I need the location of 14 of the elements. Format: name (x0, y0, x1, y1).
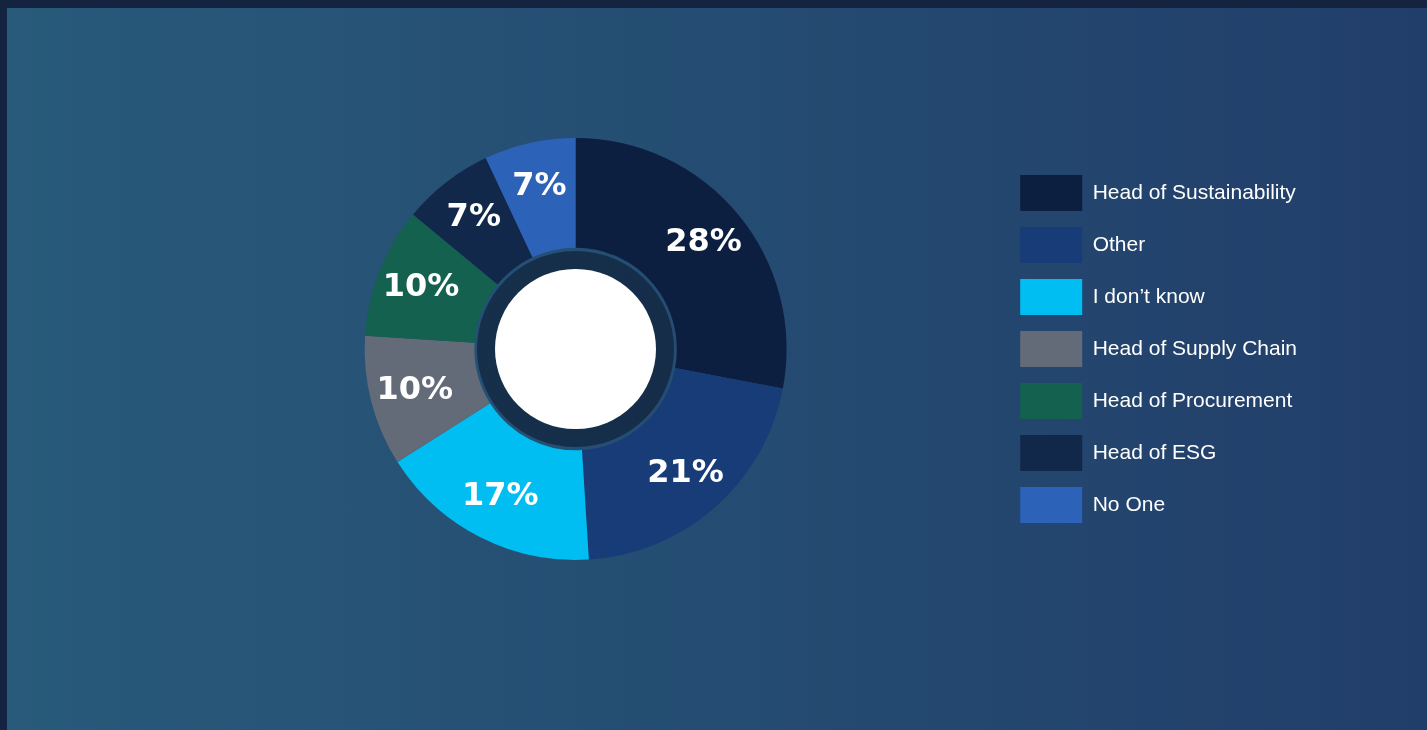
data-label: 28% (665, 221, 742, 260)
data-label: 17% (461, 475, 539, 514)
data-label: 10% (376, 368, 453, 407)
data-label: 7% (446, 196, 501, 235)
legend-label: Head of ESG (1092, 439, 1217, 463)
legend-label: Head of Supply Chain (1092, 335, 1298, 359)
legend-label: No One (1092, 491, 1166, 515)
legend-label: Head of Sustainability (1092, 179, 1297, 203)
data-label: 7% (512, 165, 567, 204)
legend-label: Head of Procurement (1092, 387, 1293, 411)
legend-label: Other (1092, 231, 1146, 255)
data-label: 10% (382, 266, 460, 305)
legend-label: I don’t know (1092, 283, 1206, 307)
data-label: 21% (647, 451, 724, 490)
